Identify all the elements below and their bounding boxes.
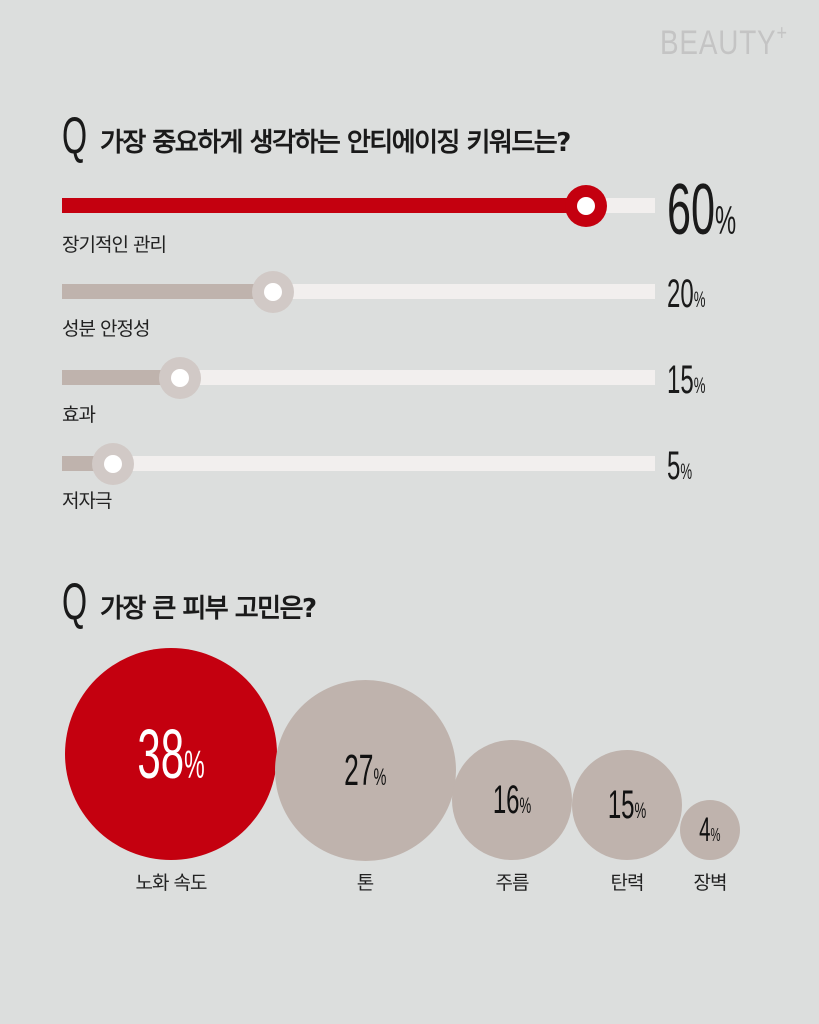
bar-fill xyxy=(62,370,172,385)
bar-knob xyxy=(252,271,294,313)
bar-row-ingredient-stability: 20% 성분 안정성 xyxy=(62,270,762,340)
question-2-text: 가장 큰 피부 고민은? xyxy=(100,594,317,624)
bubble-label: 주름 xyxy=(495,872,530,894)
bar-row-long-term-care: 60% 장기적인 관리 xyxy=(62,174,762,260)
bar-knob xyxy=(92,443,134,485)
bubble-value: 4% xyxy=(699,810,721,849)
bubble-barrier: 4% xyxy=(680,800,740,860)
q-letter: Q xyxy=(62,107,88,165)
bar-row-effect: 15% 효과 xyxy=(62,356,762,426)
bubble-elasticity: 15% xyxy=(572,750,682,860)
bar-knob xyxy=(565,185,607,227)
bubble-value: 15% xyxy=(607,782,647,827)
bar-track xyxy=(62,456,655,471)
bar-value: 60% xyxy=(667,170,737,250)
bar-label: 저자극 xyxy=(62,490,112,512)
bubble-label: 노화 속도 xyxy=(135,872,208,894)
bar-fill xyxy=(62,198,582,213)
bubble-tone: 27% xyxy=(275,680,456,861)
bar-value: 20% xyxy=(667,272,706,316)
bubble-value: 16% xyxy=(492,777,532,822)
bubble-label: 장벽 xyxy=(693,872,728,894)
question-1-title: Q 가장 중요하게 생각하는 안티에이징 키워드는? xyxy=(62,107,571,165)
bar-label: 성분 안정성 xyxy=(62,318,150,340)
bar-row-low-irritation: 5% 저자극 xyxy=(62,442,762,512)
bar-label: 장기적인 관리 xyxy=(62,234,167,256)
bar-label: 효과 xyxy=(62,404,96,426)
q-letter: Q xyxy=(62,573,88,631)
bubble-aging-speed: 38% xyxy=(65,648,277,860)
brand-logo: BEAUTY+ xyxy=(660,20,788,62)
bubble-label: 탄력 xyxy=(610,872,645,894)
bar-value: 15% xyxy=(667,358,706,402)
bubble-value: 27% xyxy=(344,745,387,795)
bar-fill xyxy=(62,284,262,299)
bar-value: 5% xyxy=(667,444,693,488)
bar-knob xyxy=(159,357,201,399)
bubble-value: 38% xyxy=(137,715,205,793)
bubble-label: 톤 xyxy=(356,872,374,894)
question-2-title: Q 가장 큰 피부 고민은? xyxy=(62,573,317,631)
bar-track xyxy=(62,370,655,385)
question-1-text: 가장 중요하게 생각하는 안티에이징 키워드는? xyxy=(100,128,571,158)
bubble-wrinkles: 16% xyxy=(452,740,572,860)
